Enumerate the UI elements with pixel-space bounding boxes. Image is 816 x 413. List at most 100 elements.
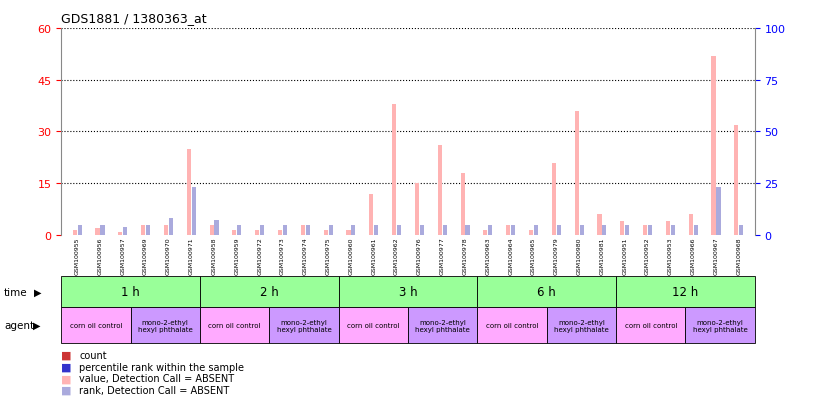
Text: 12 h: 12 h — [672, 286, 698, 299]
Bar — [547, 308, 616, 343]
Text: percentile rank within the sample: percentile rank within the sample — [79, 362, 244, 372]
Text: GSM100964: GSM100964 — [508, 237, 513, 274]
Bar — [671, 225, 675, 235]
Bar — [579, 225, 583, 235]
Text: 2 h: 2 h — [260, 286, 278, 299]
Text: GSM100958: GSM100958 — [211, 237, 216, 274]
Bar — [712, 57, 716, 235]
Bar — [597, 215, 601, 235]
Bar — [61, 277, 200, 308]
Text: GSM100965: GSM100965 — [531, 237, 536, 274]
Text: ■: ■ — [61, 350, 72, 360]
Bar — [329, 225, 333, 235]
Text: GSM100977: GSM100977 — [440, 237, 445, 274]
Text: 6 h: 6 h — [538, 286, 556, 299]
Bar — [534, 225, 538, 235]
Bar — [643, 225, 647, 235]
Bar — [347, 230, 351, 235]
Bar — [237, 225, 242, 235]
Bar — [557, 225, 561, 235]
Text: GDS1881 / 1380363_at: GDS1881 / 1380363_at — [61, 12, 206, 25]
Text: mono-2-ethyl
hexyl phthalate: mono-2-ethyl hexyl phthalate — [415, 319, 470, 332]
Bar — [192, 188, 196, 235]
Bar — [734, 125, 738, 235]
Bar — [477, 277, 616, 308]
Text: GSM100979: GSM100979 — [554, 237, 559, 274]
Text: corn oil control: corn oil control — [486, 322, 539, 328]
Bar — [694, 225, 698, 235]
Bar — [488, 225, 492, 235]
Bar — [131, 308, 200, 343]
Text: GSM100974: GSM100974 — [303, 237, 308, 274]
Bar — [95, 228, 100, 235]
Bar — [200, 308, 269, 343]
Bar — [408, 308, 477, 343]
Bar — [210, 225, 214, 235]
Text: GSM100963: GSM100963 — [486, 237, 490, 274]
Bar — [460, 173, 464, 235]
Bar — [352, 225, 356, 235]
Bar — [437, 146, 441, 235]
Bar — [283, 225, 287, 235]
Text: GSM100956: GSM100956 — [97, 237, 103, 274]
Bar — [574, 112, 579, 235]
Bar — [392, 104, 397, 235]
Text: GSM100976: GSM100976 — [417, 237, 422, 274]
Bar — [169, 219, 173, 235]
Text: GSM100981: GSM100981 — [600, 237, 605, 274]
Text: ■: ■ — [61, 373, 72, 383]
Bar — [233, 230, 237, 235]
Bar — [483, 230, 487, 235]
Bar — [187, 150, 191, 235]
Text: ■: ■ — [61, 385, 72, 395]
Text: GSM100961: GSM100961 — [371, 237, 376, 274]
Text: GSM100962: GSM100962 — [394, 237, 399, 274]
Bar — [616, 308, 685, 343]
Text: GSM100960: GSM100960 — [348, 237, 353, 274]
Bar — [415, 184, 419, 235]
Bar — [506, 225, 510, 235]
Bar — [529, 230, 533, 235]
Text: mono-2-ethyl
hexyl phthalate: mono-2-ethyl hexyl phthalate — [693, 319, 747, 332]
Bar — [306, 225, 310, 235]
Text: GSM100959: GSM100959 — [234, 237, 239, 274]
Bar — [73, 230, 77, 235]
Text: 3 h: 3 h — [399, 286, 417, 299]
Bar — [200, 277, 339, 308]
Bar — [602, 225, 606, 235]
Bar — [511, 225, 515, 235]
Text: GSM100975: GSM100975 — [326, 237, 330, 274]
Bar — [269, 308, 339, 343]
Bar — [689, 215, 693, 235]
Bar — [716, 188, 721, 235]
Bar — [625, 225, 629, 235]
Text: GSM100968: GSM100968 — [736, 237, 741, 274]
Text: GSM100955: GSM100955 — [75, 237, 80, 274]
Bar — [739, 225, 743, 235]
Bar — [339, 308, 408, 343]
Bar — [215, 221, 219, 235]
Bar — [324, 230, 328, 235]
Text: GSM100952: GSM100952 — [645, 237, 650, 274]
Bar — [339, 277, 477, 308]
Text: value, Detection Call = ABSENT: value, Detection Call = ABSENT — [79, 373, 234, 383]
Bar — [255, 230, 259, 235]
Text: ▶: ▶ — [33, 320, 40, 330]
Text: GSM100978: GSM100978 — [463, 237, 468, 274]
Text: GSM100953: GSM100953 — [667, 237, 673, 274]
Bar — [648, 225, 652, 235]
Text: corn oil control: corn oil control — [624, 322, 677, 328]
Text: GSM100973: GSM100973 — [280, 237, 285, 274]
Bar — [375, 225, 379, 235]
Text: corn oil control: corn oil control — [69, 322, 122, 328]
Bar — [477, 308, 547, 343]
Bar — [685, 308, 755, 343]
Bar — [620, 222, 624, 235]
Bar — [141, 225, 145, 235]
Bar — [123, 227, 127, 235]
Text: corn oil control: corn oil control — [208, 322, 261, 328]
Bar — [442, 225, 446, 235]
Bar — [100, 225, 104, 235]
Bar — [419, 225, 424, 235]
Bar — [78, 225, 82, 235]
